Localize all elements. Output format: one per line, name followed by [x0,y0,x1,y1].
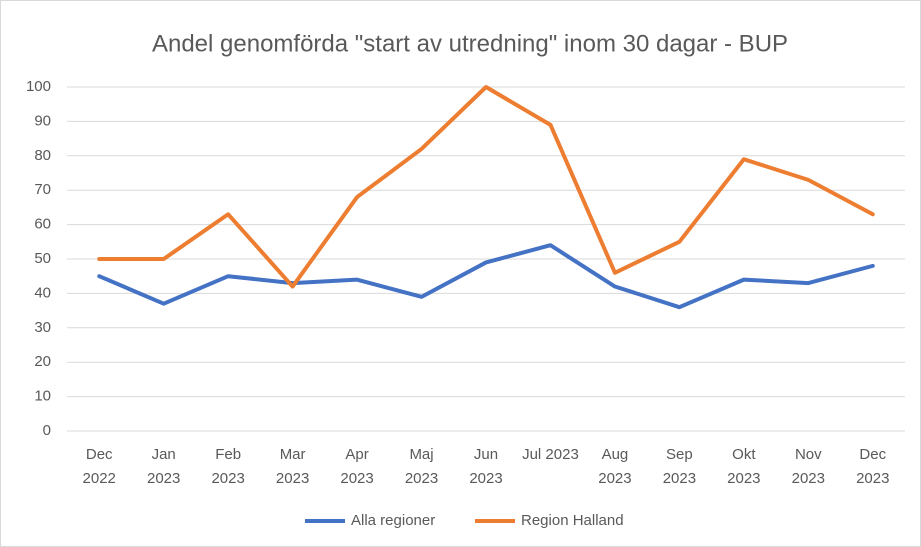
y-tick-label: 40 [34,284,51,301]
y-tick-label: 30 [34,319,51,336]
x-tick-label: Dec 2023 [856,446,890,487]
y-tick-label: 100 [26,78,51,95]
x-tick-label: Mar 2023 [275,446,310,487]
x-tick-label: Dec 2022 [82,446,116,487]
x-tick-label: Sep 2023 [662,446,697,487]
y-tick-label: 60 [34,216,51,233]
y-tick-label: 70 [34,181,51,198]
y-tick-label: 80 [34,147,51,164]
y-tick-label: 0 [43,422,51,439]
line-series [97,85,875,289]
y-tick-label: 90 [34,112,51,129]
x-tick-label: Apr 2023 [340,446,374,487]
chart-title: Andel genomförda "start av utredning" in… [152,30,788,57]
x-tick-label: Jan 2023 [147,446,181,487]
x-tick-label: Okt 2023 [727,446,761,487]
x-tick-label: Jul 2023 [522,446,579,463]
legend-label: Alla regioner [351,512,435,529]
x-tick-label: Maj 2023 [404,446,439,487]
y-tick-label: 10 [34,388,51,405]
legend-label: Region Halland [521,512,624,529]
x-tick-label: Aug 2023 [598,446,632,487]
x-tick-label: Nov 2023 [791,446,825,487]
x-tick-label: Feb 2023 [211,446,245,487]
y-tick-label: 50 [34,250,51,267]
y-tick-label: 20 [34,353,51,370]
line-series [97,243,875,310]
x-tick-label: Jun 2023 [469,446,503,487]
